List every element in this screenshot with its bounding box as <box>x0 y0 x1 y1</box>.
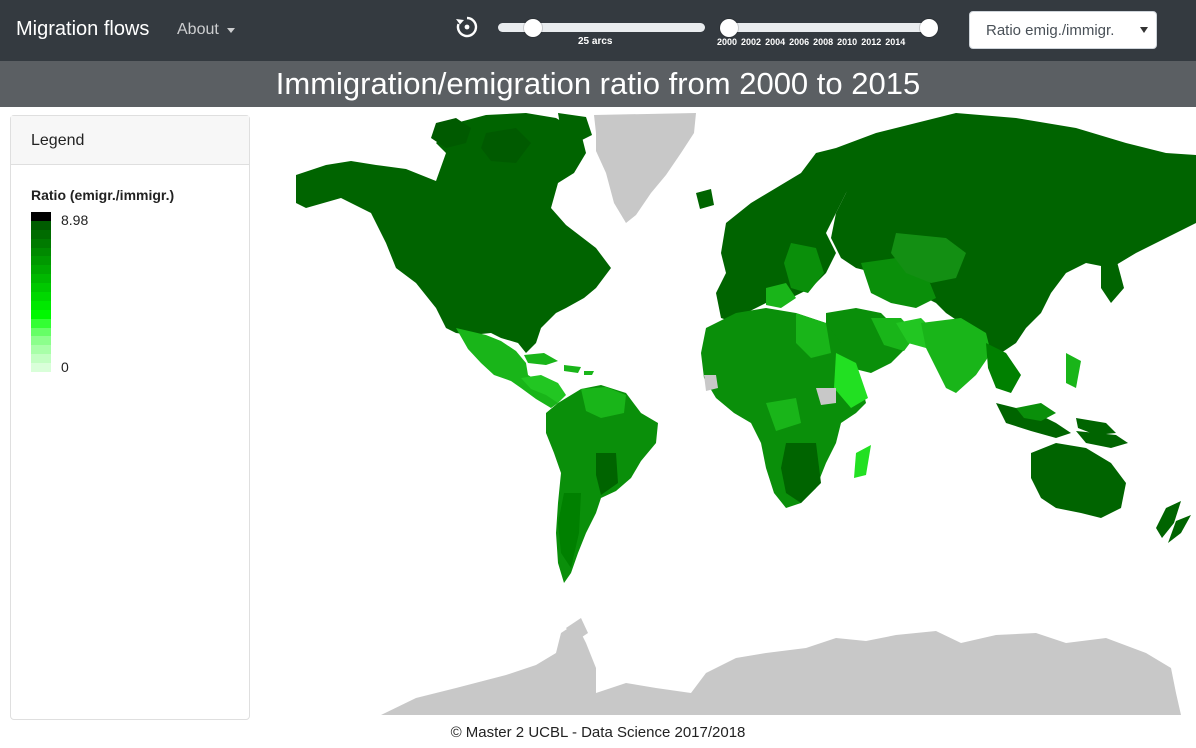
navbar: Migration flows About 25 arcs 2000 2002 … <box>0 0 1196 61</box>
year-tick: 2010 <box>837 37 858 47</box>
metric-select[interactable]: Ratio emig./immigr. <box>969 11 1157 49</box>
year-tick: 2012 <box>861 37 882 47</box>
metric-select-value: Ratio emig./immigr. <box>986 21 1115 39</box>
europe <box>696 148 861 323</box>
legend-color-step <box>31 238 51 248</box>
year-tick: 2002 <box>741 37 762 47</box>
north-america <box>296 113 611 353</box>
legend-color-step <box>31 354 51 364</box>
world-map[interactable] <box>296 113 1196 715</box>
select-arrow-icon <box>1140 27 1148 33</box>
caribbean <box>524 353 594 375</box>
arcs-slider-handle[interactable] <box>524 18 542 37</box>
legend-color-step <box>31 318 51 328</box>
south-america <box>546 385 658 583</box>
legend-header: Legend <box>11 116 249 165</box>
legend-color-step <box>31 229 51 239</box>
legend-color-step <box>31 247 51 257</box>
year-end-handle[interactable] <box>920 18 938 37</box>
legend-color-step <box>31 363 51 373</box>
brand-title[interactable]: Migration flows <box>16 18 150 40</box>
legend-color-step <box>31 212 51 221</box>
india-southeast-asia <box>921 258 1124 438</box>
antarctica <box>381 618 1181 715</box>
mexico-central-america <box>456 328 566 408</box>
caret-down-icon <box>226 27 235 33</box>
legend-title: Ratio (emigr./immigr.) <box>31 187 175 203</box>
year-tick: 2014 <box>885 37 906 47</box>
russia-asia <box>831 113 1196 353</box>
year-slider-track[interactable] <box>721 23 936 32</box>
legend-color-step <box>31 300 51 310</box>
legend-color-step <box>31 256 51 266</box>
oceania <box>1031 431 1191 543</box>
history-reset-icon[interactable] <box>455 15 479 39</box>
year-tick: 2008 <box>813 37 834 47</box>
legend-color-step <box>31 265 51 275</box>
year-tick: 2004 <box>765 37 786 47</box>
legend-color-step <box>31 274 51 284</box>
legend-color-step <box>31 336 51 346</box>
footer-credit: © Master 2 UCBL - Data Science 2017/2018 <box>450 724 746 741</box>
legend-max-label: 8.98 <box>61 212 89 228</box>
greenland <box>594 113 696 223</box>
arcs-count-label: 25 arcs <box>578 36 613 47</box>
legend-color-step <box>31 309 51 319</box>
legend-color-step <box>31 327 51 337</box>
legend-color-step <box>31 283 51 293</box>
about-label: About <box>177 21 219 38</box>
legend-color-step <box>31 220 51 230</box>
legend-color-step <box>31 345 51 355</box>
legend-color-step <box>31 292 51 301</box>
year-tick: 2006 <box>789 37 810 47</box>
africa <box>701 308 871 508</box>
legend-panel: Legend Ratio (emigr./immigr.) 8.98 0 <box>10 115 250 720</box>
legend-min-label: 0 <box>61 359 69 375</box>
year-tick: 2000 <box>717 37 738 47</box>
arcs-slider-track[interactable] <box>498 23 705 32</box>
about-dropdown[interactable]: About <box>177 21 235 39</box>
page-title: Immigration/emigration ratio from 2000 t… <box>0 61 1196 107</box>
year-tick-labels: 2000 2002 2004 2006 2008 2010 2012 2014 <box>717 37 905 47</box>
year-start-handle[interactable] <box>720 18 738 37</box>
legend-color-scale <box>31 212 51 373</box>
